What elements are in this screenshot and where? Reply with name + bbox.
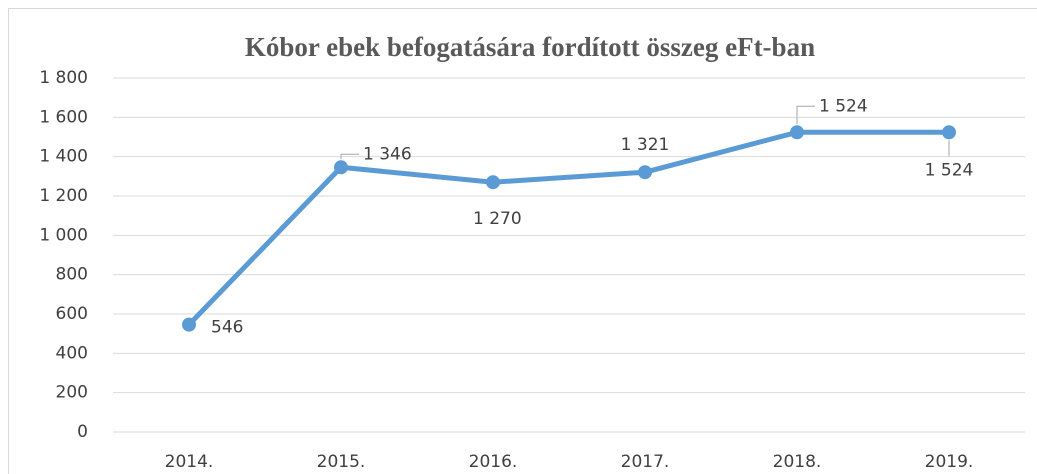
data-label: 1 346 — [363, 144, 412, 164]
y-tick-label: 1 600 — [39, 107, 88, 127]
y-tick-label: 1 400 — [39, 147, 88, 167]
y-tick-label: 800 — [56, 265, 88, 285]
data-label: 1 321 — [621, 135, 670, 155]
x-tick-label: 2016. — [469, 452, 518, 472]
chart-title: Kóbor ebek befogatására fordított összeg… — [245, 32, 815, 62]
y-tick-label: 1 800 — [39, 68, 88, 88]
marker — [334, 160, 348, 175]
data-label: 546 — [211, 318, 243, 338]
x-tick-label: 2014. — [165, 452, 214, 472]
leader-line — [796, 105, 815, 125]
y-tick-label: 200 — [56, 383, 88, 403]
chart-border — [8, 8, 1037, 474]
leader-line — [340, 153, 359, 160]
line — [187, 129, 949, 327]
x-tick-label: 2015. — [317, 452, 366, 472]
y-tick-label: 0 — [77, 422, 88, 442]
x-tick-label: 2017. — [621, 452, 670, 472]
y-tick-label: 1 200 — [39, 186, 88, 206]
data-label: 1 524 — [925, 160, 974, 180]
y-tick-label: 400 — [56, 343, 88, 363]
y-tick-label: 1 000 — [39, 225, 88, 245]
data-label: 1 524 — [819, 96, 868, 116]
x-tick-label: 2018. — [773, 452, 822, 472]
marker — [942, 125, 956, 140]
x-tick-label: 2019. — [925, 452, 974, 472]
marker — [486, 175, 500, 190]
y-tick-label: 600 — [56, 304, 88, 324]
marker — [182, 317, 196, 332]
data-label: 1 270 — [473, 209, 522, 229]
marker — [790, 125, 804, 140]
marker — [638, 165, 652, 180]
